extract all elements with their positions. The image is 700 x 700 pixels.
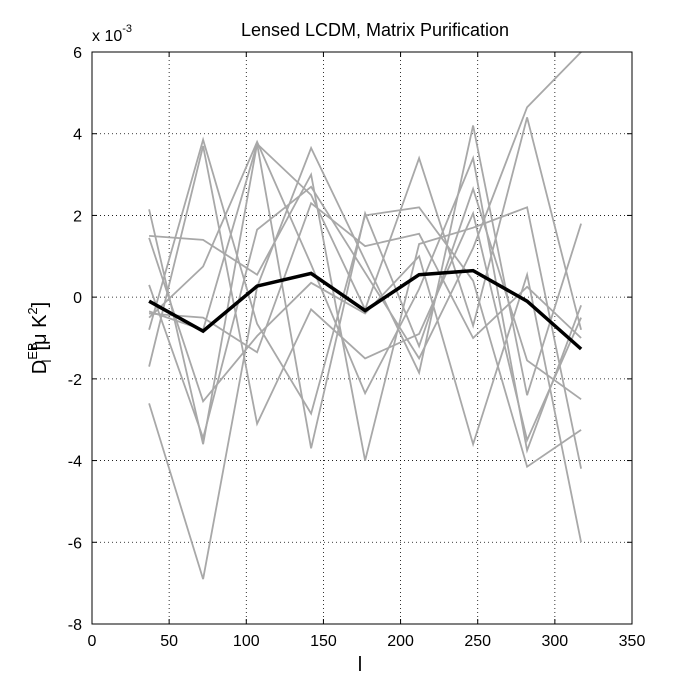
series-layer: [148, 51, 583, 580]
y-multiplier-exponent: -3: [122, 23, 132, 35]
y-axis-label-sup: EB: [25, 342, 40, 359]
y-axis-label: DEBl [μ K2]: [25, 302, 54, 374]
realization-line-9: [148, 145, 582, 443]
y-axis-label-unit-exponent: 2: [25, 307, 40, 314]
y-tick-label: 6: [73, 45, 82, 62]
realization-line-6: [148, 51, 582, 442]
y-axis-label-sub: l: [39, 359, 54, 362]
y-tick-label: -4: [68, 454, 82, 471]
realization-line-2: [149, 171, 582, 469]
y-tick-label: 0: [73, 290, 82, 307]
grid: [92, 52, 632, 624]
x-tick-label: 100: [233, 633, 260, 650]
plot-frame: [91, 51, 633, 625]
y-tick-label: -6: [68, 535, 82, 552]
y-multiplier-base: x 10: [92, 28, 122, 45]
y-axis-label-unit-close: ]: [29, 302, 51, 308]
y-axis-label-unit: [μ K: [29, 314, 51, 351]
x-axis-label: l: [358, 654, 362, 676]
x-tick-label: 50: [160, 633, 178, 650]
y-axis-label-main: D: [29, 360, 51, 374]
y-tick-label: 4: [73, 127, 82, 144]
x-tick-label: 350: [619, 633, 646, 650]
realization-line-5: [148, 139, 582, 454]
x-tick-label: 0: [88, 633, 97, 650]
y-multiplier: x 10-3: [92, 23, 132, 45]
realization-line-7: [148, 237, 582, 543]
y-tick-label: -8: [68, 617, 82, 634]
x-tick-label: 250: [464, 633, 491, 650]
y-tick-label: 2: [73, 208, 82, 225]
x-tick-label: 150: [310, 633, 337, 650]
x-tick-label: 200: [387, 633, 414, 650]
y-tick-label: -2: [68, 372, 82, 389]
mean-line: [148, 268, 583, 351]
x-tick-label: 300: [542, 633, 569, 650]
chart-title: Lensed LCDM, Matrix Purification: [241, 20, 509, 40]
realization-line-10: [148, 143, 582, 449]
ticks: 0 50 100 150 200 250 300 350 -8 -6 -4 -2 0 2 4 6: [68, 45, 646, 650]
